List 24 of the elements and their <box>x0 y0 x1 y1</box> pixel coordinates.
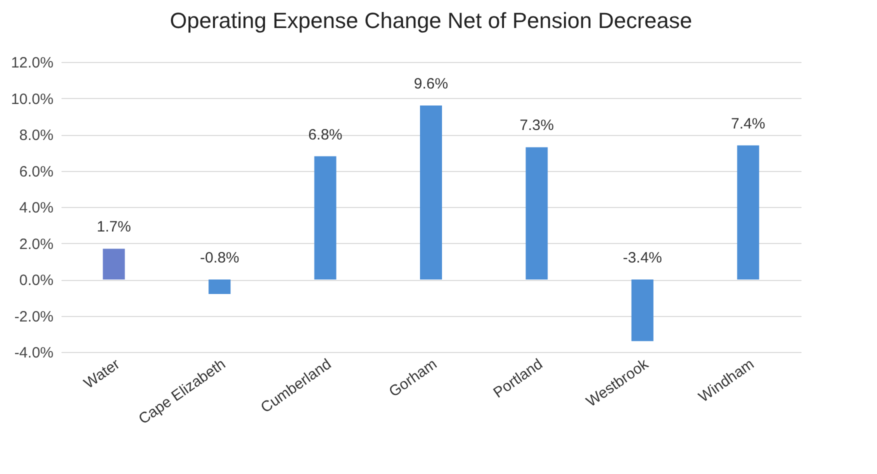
data-label: 7.4% <box>731 115 766 132</box>
y-tick-label: 2.0% <box>19 236 54 253</box>
bar <box>314 156 336 280</box>
data-label: 6.8% <box>308 126 342 144</box>
data-label: -3.4% <box>622 250 662 266</box>
chart-title: Operating Expense Change Net of Pension Decrease <box>170 8 692 33</box>
data-label: 9.6% <box>414 76 448 92</box>
data-label: 7.3% <box>520 117 554 134</box>
y-tick-label: -2.0% <box>14 308 54 326</box>
y-tick-label: 12.0% <box>10 54 54 72</box>
y-tick-label: -4.0% <box>14 344 54 362</box>
y-tick-label: 8.0% <box>19 127 54 144</box>
data-label: -0.8% <box>200 250 240 266</box>
y-tick-label: 10.0% <box>10 90 54 108</box>
y-tick-label: 6.0% <box>19 163 54 180</box>
bar <box>208 280 231 294</box>
y-tick-label: 0.0% <box>19 272 54 289</box>
bar <box>102 248 125 280</box>
bar <box>526 147 548 280</box>
data-label: 1.7% <box>96 218 131 236</box>
y-tick-label: 4.0% <box>19 200 54 216</box>
bar <box>631 280 654 342</box>
bar <box>737 145 760 280</box>
bar <box>420 106 442 280</box>
